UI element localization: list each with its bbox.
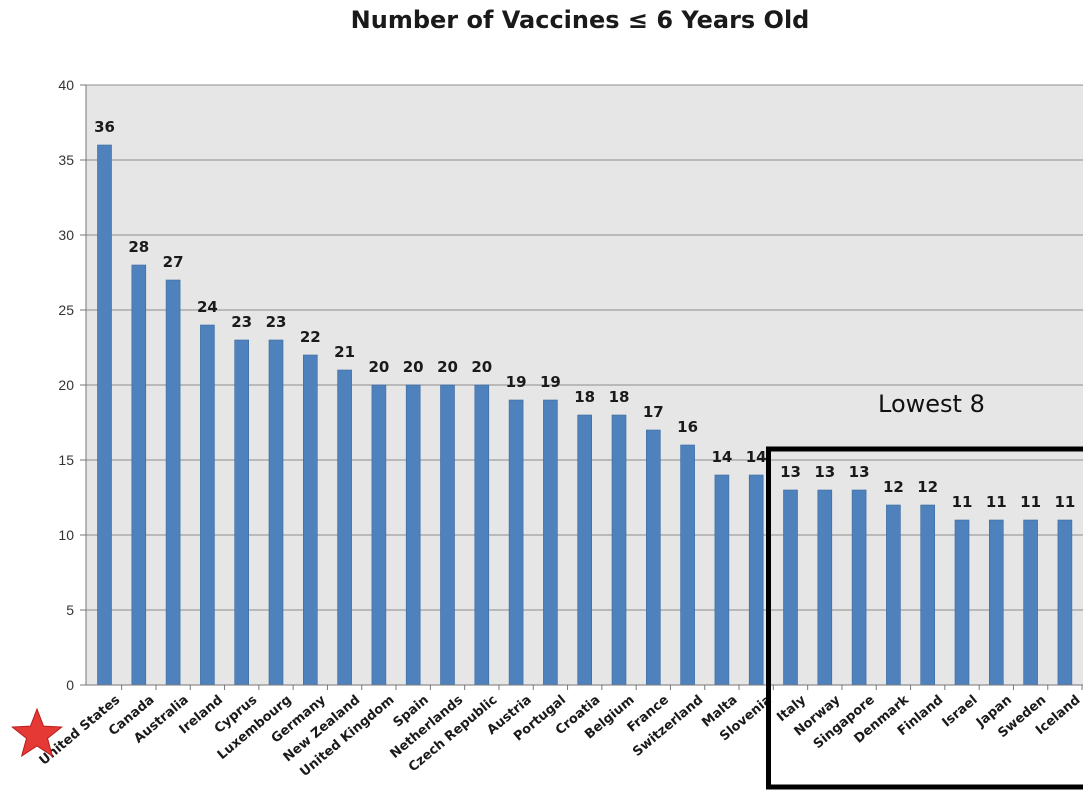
data-labels: 36 28 27 24 23 23 22 21 20 20 20 20 19 19 18 18 17 16 14 14…	[94, 118, 1075, 511]
bar	[611, 414, 627, 686]
bar	[234, 339, 249, 686]
star-shape	[10, 707, 64, 758]
y-tick-label: 10	[58, 527, 74, 543]
bar	[680, 444, 695, 686]
y-tick-label: 5	[66, 602, 74, 618]
bar	[1057, 519, 1073, 686]
lowest-8-callout: Lowest 8	[766, 390, 1083, 790]
bars	[97, 144, 1073, 686]
y-tick-label: 35	[58, 152, 74, 168]
y-tick-label: 30	[58, 227, 74, 243]
bar	[371, 384, 387, 686]
data-label: 20	[368, 358, 389, 376]
bar	[954, 519, 970, 686]
y-axis: 0 5 10 15 20 25 30 35 40	[58, 77, 87, 693]
data-label: 21	[334, 343, 355, 361]
x-tick-label: Israel	[939, 693, 980, 731]
data-label: 28	[128, 238, 149, 256]
bar	[508, 399, 524, 686]
bar	[543, 399, 558, 686]
chart-title: Number of Vaccines ≤ 6 Years Old	[350, 6, 810, 34]
data-label: 14	[711, 448, 732, 466]
data-label: 36	[94, 118, 115, 136]
data-label: 20	[437, 358, 458, 376]
data-label: 14	[746, 448, 767, 466]
bar	[200, 324, 215, 686]
data-label: 13	[780, 463, 801, 481]
y-tick-label: 40	[58, 77, 74, 93]
y-tick-label: 0	[66, 677, 74, 693]
bar	[886, 504, 901, 686]
bar	[920, 504, 936, 686]
callout-box	[766, 446, 1083, 790]
data-label: 24	[197, 298, 218, 316]
data-label: 18	[609, 388, 630, 406]
data-label: 19	[540, 373, 561, 391]
data-label: 18	[574, 388, 595, 406]
data-label: 11	[986, 493, 1007, 511]
data-label: 17	[643, 403, 664, 421]
bar	[302, 354, 318, 686]
data-label: 12	[883, 478, 904, 496]
bar	[817, 489, 833, 686]
bar	[405, 384, 421, 686]
bar	[131, 264, 147, 686]
data-label: 11	[1054, 493, 1075, 511]
data-label: 11	[1020, 493, 1041, 511]
data-label: 20	[403, 358, 424, 376]
y-tick-label: 15	[58, 452, 74, 468]
data-label: 23	[231, 313, 252, 331]
bar	[714, 474, 730, 686]
callout-label: Lowest 8	[878, 390, 985, 418]
data-label: 23	[266, 313, 287, 331]
y-tick-label: 20	[58, 377, 74, 393]
data-label: 20	[471, 358, 492, 376]
bar	[988, 519, 1004, 686]
data-label: 19	[506, 373, 527, 391]
bar	[268, 339, 284, 686]
bar	[1023, 519, 1038, 686]
bar	[440, 384, 455, 686]
data-label: 27	[163, 253, 184, 271]
y-tick-label: 25	[58, 302, 74, 318]
data-label: 16	[677, 418, 698, 436]
bar	[645, 429, 661, 686]
data-label: 12	[917, 478, 938, 496]
bar	[748, 474, 764, 686]
bar	[851, 489, 867, 686]
data-label: 11	[952, 493, 973, 511]
star-icon	[10, 707, 64, 758]
x-axis: United StatesCanadaAustraliaIrelandCypru…	[37, 684, 1083, 780]
bar	[337, 369, 352, 686]
data-label: 22	[300, 328, 321, 346]
bar	[577, 414, 593, 686]
data-label: 13	[849, 463, 870, 481]
bar	[97, 144, 112, 686]
bar	[474, 384, 490, 686]
bar	[165, 279, 181, 686]
bar	[783, 489, 798, 686]
data-label: 13	[814, 463, 835, 481]
